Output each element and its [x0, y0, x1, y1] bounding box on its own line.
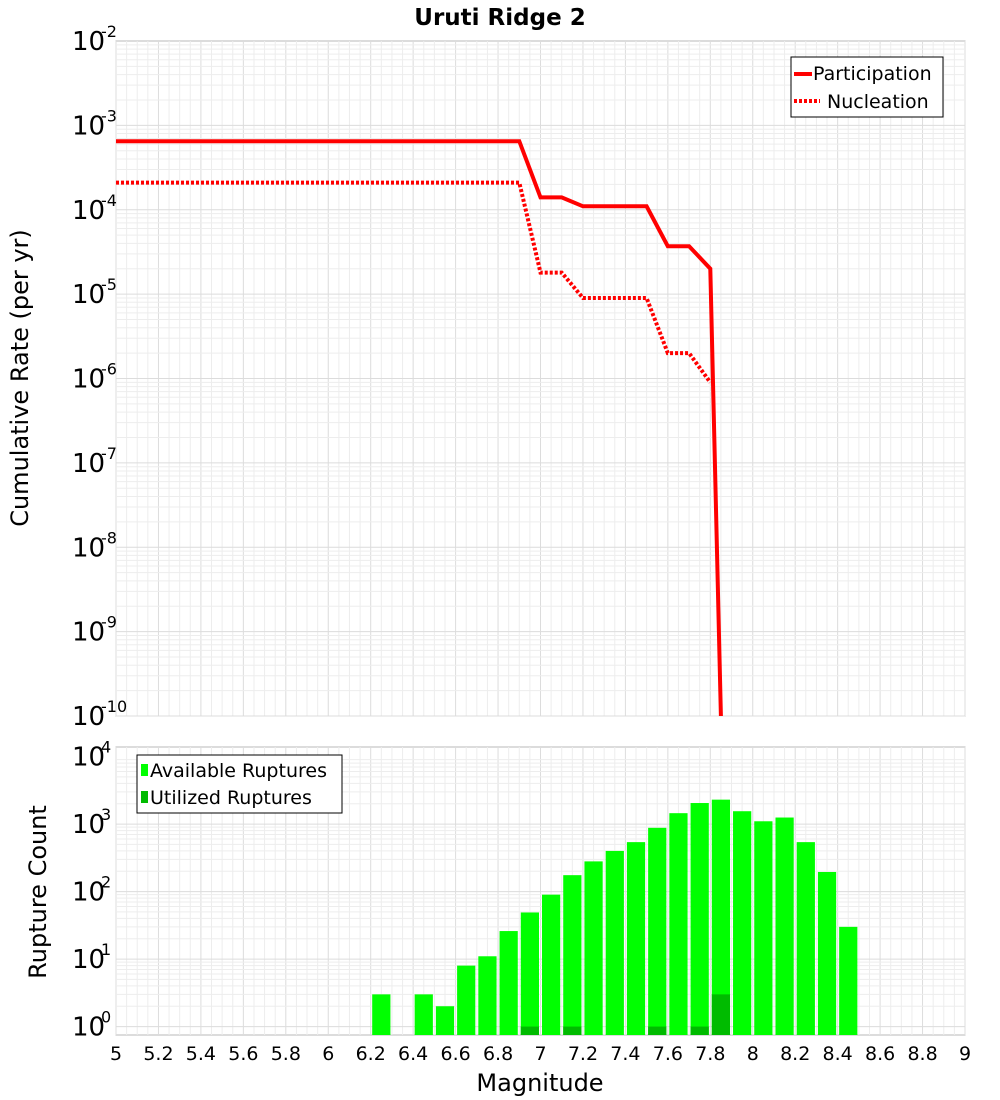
count-y-tick-exponent: 3 — [101, 805, 111, 824]
available-rupture-bar — [754, 821, 773, 1035]
available-rupture-bar — [478, 956, 497, 1035]
rate-y-tick-exponent: -3 — [101, 106, 117, 125]
chart-title: Uruti Ridge 2 — [414, 5, 585, 31]
available-rupture-bar — [690, 803, 709, 1035]
magnitude-tick-label: 6.2 — [356, 1043, 386, 1065]
magnitude-tick-label: 8.6 — [865, 1043, 895, 1065]
available-rupture-bar — [796, 842, 815, 1035]
rate-y-tick-labels: 10-210-310-410-510-610-710-810-910-10 — [72, 22, 127, 732]
available-rupture-bar — [499, 931, 518, 1035]
utilized-rupture-bar — [520, 1026, 539, 1035]
magnitude-tick-label: 7.4 — [610, 1043, 640, 1065]
rate-legend-box — [790, 56, 944, 118]
available-rupture-bar — [648, 827, 667, 1035]
rate-y-tick-label: 10 — [72, 618, 105, 648]
available-rupture-bar — [563, 875, 582, 1035]
count-y-tick-label: 10 — [72, 743, 105, 773]
rate-y-tick-exponent: -9 — [101, 613, 117, 632]
rate-y-tick-label: 10 — [72, 702, 105, 732]
available-rupture-bar — [520, 912, 539, 1035]
magnitude-tick-label: 8.4 — [823, 1043, 853, 1065]
magnitude-tick-label: 5.6 — [228, 1043, 258, 1065]
rate-y-tick-label: 10 — [72, 449, 105, 479]
rate-legend: Participation Nucleation — [790, 56, 944, 118]
rupture-legend-box — [136, 754, 343, 814]
rate-y-tick-label: 10 — [72, 280, 105, 310]
magnitude-tick-label: 7.2 — [568, 1043, 598, 1065]
rate-y-tick-label: 10 — [72, 533, 105, 563]
rate-y-tick-exponent: -4 — [101, 191, 117, 210]
rate-y-tick-label: 10 — [72, 111, 105, 141]
count-y-tick-exponent: 2 — [101, 873, 111, 892]
available-rupture-bar — [817, 871, 837, 1035]
available-rupture-bar — [435, 1006, 455, 1035]
rate-y-tick-exponent: -2 — [101, 22, 117, 41]
count-y-tick-label: 10 — [72, 810, 105, 840]
rate-y-tick-exponent: -8 — [101, 528, 117, 547]
legend-utilized-label: Utilized Ruptures — [150, 787, 312, 809]
magnitude-tick-label: 8.8 — [907, 1043, 937, 1065]
count-y-tick-exponent: 4 — [101, 738, 111, 757]
rupture-legend: Available Ruptures Utilized Ruptures — [136, 754, 343, 814]
available-rupture-bar — [711, 799, 731, 1035]
magnitude-tick-label: 5 — [110, 1043, 122, 1065]
magnitude-tick-label: 6.8 — [483, 1043, 513, 1065]
available-rupture-bar — [775, 817, 794, 1035]
magnitude-tick-label: 5.8 — [271, 1043, 301, 1065]
utilized-rupture-bar — [648, 1026, 667, 1035]
count-y-tick-label: 10 — [72, 1013, 105, 1043]
magnitude-tick-label: 7.6 — [653, 1043, 683, 1065]
magnitude-tick-label: 6 — [322, 1043, 334, 1065]
rupture-count-y-axis-label: Rupture Count — [24, 805, 52, 979]
magnitude-tick-label: 5.2 — [143, 1043, 173, 1065]
rate-y-tick-label: 10 — [72, 196, 105, 226]
rate-y-axis-label: Cumulative Rate (per yr) — [6, 229, 34, 527]
magnitude-tick-label: 6.6 — [440, 1043, 470, 1065]
count-y-tick-label: 10 — [72, 945, 105, 975]
rate-plot-grid — [115, 41, 966, 717]
series-nucleation-line — [116, 180, 712, 384]
available-rupture-bar — [414, 994, 433, 1035]
legend-participation-label: Participation — [813, 63, 932, 85]
magnitude-tick-label: 6.4 — [398, 1043, 428, 1065]
rate-y-tick-label: 10 — [72, 27, 105, 57]
available-rupture-bar — [584, 861, 603, 1035]
rate-y-tick-label: 10 — [72, 365, 105, 395]
magnitude-tick-label: 5.4 — [186, 1043, 216, 1065]
count-y-tick-label: 10 — [72, 878, 105, 908]
rate-y-tick-exponent: -5 — [101, 275, 117, 294]
available-rupture-bar — [626, 842, 646, 1035]
available-rupture-bar — [669, 813, 688, 1035]
rate-y-tick-exponent: -7 — [101, 444, 117, 463]
available-rupture-bar — [605, 850, 624, 1035]
magnitude-tick-labels: 5 5.2 5.4 5.6 5.8 6 6.2 6.4 6.6 6.8 7 7.2 7.4 7.6 7.8 8… — [110, 1043, 971, 1065]
available-rupture-bar — [457, 965, 476, 1035]
available-rupture-bar — [839, 926, 858, 1035]
magnitude-tick-label: 7 — [534, 1043, 546, 1065]
available-rupture-bar — [733, 811, 752, 1035]
series-participation-line — [116, 139, 723, 717]
rupture-count-bars — [372, 799, 858, 1035]
count-y-tick-exponent: 1 — [101, 940, 111, 959]
count-y-tick-exponent: 0 — [101, 1008, 111, 1027]
rate-plot-series — [116, 139, 723, 717]
utilized-rupture-bar — [690, 1026, 709, 1035]
available-rupture-bar — [372, 994, 391, 1035]
magnitude-tick-label: 8 — [747, 1043, 759, 1065]
magnitude-tick-label: 7.8 — [695, 1043, 725, 1065]
rate-y-tick-exponent: -6 — [101, 360, 117, 379]
legend-nucleation-label: Nucleation — [827, 91, 929, 113]
rate-y-tick-exponent: -10 — [101, 697, 127, 716]
legend-available-label: Available Ruptures — [150, 760, 327, 782]
magnitude-tick-label: 8.2 — [780, 1043, 810, 1065]
legend-utilized-swatch — [141, 791, 148, 803]
magnitude-x-axis-label: Magnitude — [476, 1069, 603, 1097]
magnitude-tick-label: 9 — [959, 1043, 971, 1065]
utilized-rupture-bar — [711, 994, 731, 1035]
available-rupture-bar — [542, 894, 561, 1035]
utilized-rupture-bar — [563, 1026, 582, 1035]
legend-available-swatch — [141, 764, 148, 776]
